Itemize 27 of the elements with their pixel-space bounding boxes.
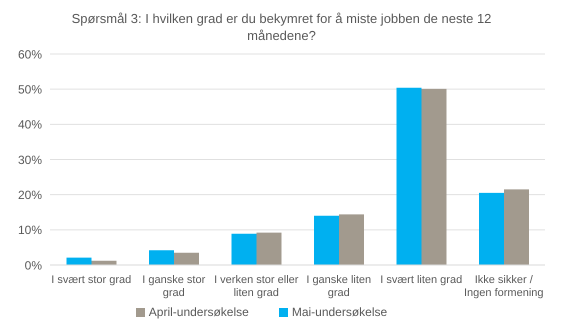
- chart-title: Spørsmål 3: I hvilken grad er du bekymret for å miste jobben de neste 12 månedene?: [70, 10, 492, 44]
- y-tick-label: 40%: [18, 118, 42, 132]
- y-tick-label: 60%: [18, 47, 42, 62]
- legend-label: April-undersøkelse: [148, 305, 249, 319]
- y-tick-label: 10%: [18, 223, 42, 238]
- bar: [396, 88, 422, 265]
- y-tick-label: 30%: [18, 152, 42, 167]
- legend-label: Mai-undersøkelse: [292, 305, 388, 319]
- x-tick-label: Ikke sikker / Ingen formening: [464, 274, 544, 299]
- x-tick-label: I svært stor grad: [51, 274, 132, 286]
- bar: [422, 88, 446, 265]
- bar: [339, 214, 364, 265]
- bar: [504, 189, 529, 265]
- y-tick-label: 20%: [18, 188, 42, 202]
- y-tick-label: 50%: [18, 82, 42, 96]
- y-tick-label: 0%: [24, 258, 42, 272]
- bar: [256, 232, 282, 265]
- x-tick-label: I verken stor eller liten grad: [214, 274, 299, 299]
- bar: [479, 192, 504, 265]
- bar: [174, 252, 199, 265]
- bar: [66, 258, 92, 265]
- bar: [314, 216, 339, 265]
- x-tick-label: I ganske stor grad: [142, 274, 206, 299]
- x-tick-label: I svært liten grad: [380, 274, 462, 286]
- x-tick-label: I ganske liten grad: [306, 274, 372, 299]
- bar: [149, 250, 174, 265]
- bar: [232, 234, 256, 265]
